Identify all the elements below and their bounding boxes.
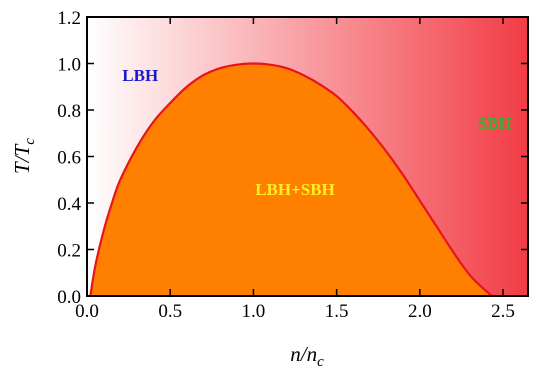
region-labels: LBH SBH LBH+SBH <box>122 66 511 199</box>
y-tick-label: 0.2 <box>57 241 81 262</box>
x-tick-label: 0.0 <box>75 301 99 322</box>
x-tick-label: 0.5 <box>158 301 182 322</box>
y-axis-ticks: 0.0 0.2 0.4 0.6 0.8 1.0 1.2 <box>57 8 528 308</box>
region-label-lbh: LBH <box>122 66 158 85</box>
x-tick-label: 2.5 <box>491 301 515 322</box>
x-tick-label: 1.0 <box>242 301 266 322</box>
y-tick-label: 0.4 <box>57 194 81 215</box>
coexistence-region <box>90 63 494 296</box>
coexistence-curve <box>89 62 494 296</box>
x-axis-ticks: 0.0 0.5 1.0 1.5 2.0 2.5 <box>75 17 515 322</box>
y-tick-label: 0.6 <box>57 148 81 169</box>
x-tick-label: 2.0 <box>408 301 432 322</box>
y-tick-label: 0.8 <box>57 101 81 122</box>
region-label-lbh-plus-sbh: LBH+SBH <box>255 180 335 199</box>
y-tick-label: 1.2 <box>57 8 81 29</box>
region-label-sbh: SBH <box>478 114 512 133</box>
y-tick-label: 0.0 <box>57 287 81 308</box>
y-tick-label: 1.0 <box>57 55 81 76</box>
y-axis-title: T/Tc <box>10 138 38 174</box>
x-axis-title: n/nc <box>290 342 324 369</box>
x-tick-label: 1.5 <box>325 301 349 322</box>
